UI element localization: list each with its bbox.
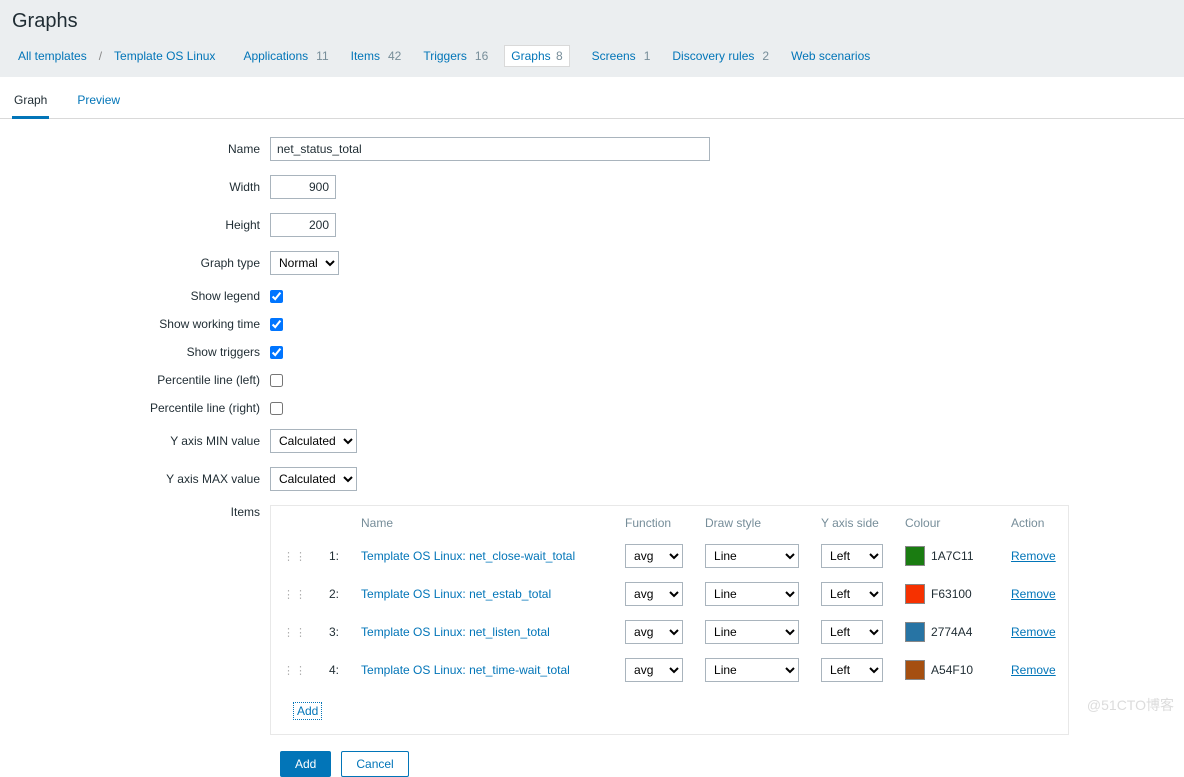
table-row: ⋮⋮ 3: Template OS Linux: net_listen_total a… [273, 614, 1066, 650]
drag-handle-icon[interactable]: ⋮⋮ [283, 589, 307, 601]
nav-item-screens[interactable]: Screens1 [586, 49, 651, 63]
breadcrumb-nav: All templates / Template OS Linux Applic… [12, 45, 1172, 77]
row-index: 4: [319, 652, 349, 688]
label-name: Name [0, 142, 270, 156]
function-select[interactable]: avg [625, 658, 683, 682]
draw-style-select[interactable]: Line [705, 582, 799, 606]
draw-style-select[interactable]: Line [705, 658, 799, 682]
label-percentile-left: Percentile line (left) [0, 373, 270, 387]
colour-hex: 2774A4 [931, 625, 972, 639]
function-select[interactable]: avg [625, 620, 683, 644]
table-row: ⋮⋮ 4: Template OS Linux: net_time-wait_tot… [273, 652, 1066, 688]
item-name-link[interactable]: Template OS Linux: net_listen_total [361, 625, 550, 639]
col-y-side: Y axis side [811, 508, 893, 536]
watermark: @51CTO博客 [1087, 695, 1174, 715]
y-side-select[interactable]: Left [821, 582, 883, 606]
label-show-working-time: Show working time [0, 317, 270, 331]
percentile-left-checkbox[interactable] [270, 374, 283, 387]
colour-swatch[interactable] [905, 660, 925, 680]
label-y-max: Y axis MAX value [0, 472, 270, 486]
row-index: 3: [319, 614, 349, 650]
table-row: ⋮⋮ 1: Template OS Linux: net_close-wait_to… [273, 538, 1066, 574]
label-width: Width [0, 180, 270, 194]
remove-link[interactable]: Remove [1011, 549, 1056, 563]
percentile-right-checkbox[interactable] [270, 402, 283, 415]
add-item-link[interactable]: Add [293, 702, 322, 720]
draw-style-select[interactable]: Line [705, 544, 799, 568]
name-input[interactable] [270, 137, 710, 161]
nav-item-discovery[interactable]: Discovery rules2 [666, 49, 769, 63]
tab-graph[interactable]: Graph [12, 85, 49, 119]
add-button[interactable]: Add [280, 751, 331, 777]
show-triggers-checkbox[interactable] [270, 346, 283, 359]
drag-handle-icon[interactable]: ⋮⋮ [283, 665, 307, 677]
page-title: Graphs [12, 10, 1172, 33]
item-name-link[interactable]: Template OS Linux: net_close-wait_total [361, 549, 575, 563]
y-side-select[interactable]: Left [821, 544, 883, 568]
nav-template-name[interactable]: Template OS Linux [108, 45, 221, 67]
function-select[interactable]: avg [625, 544, 683, 568]
label-show-legend: Show legend [0, 289, 270, 303]
remove-link[interactable]: Remove [1011, 625, 1056, 639]
colour-swatch[interactable] [905, 546, 925, 566]
y-side-select[interactable]: Left [821, 620, 883, 644]
y-side-select[interactable]: Left [821, 658, 883, 682]
nav-item-applications[interactable]: Applications11 [237, 49, 328, 63]
tab-preview[interactable]: Preview [75, 85, 122, 118]
colour-hex: A54F10 [931, 663, 973, 677]
label-show-triggers: Show triggers [0, 345, 270, 359]
nav-item-graphs[interactable]: Graphs 8 [504, 45, 569, 67]
label-y-min: Y axis MIN value [0, 434, 270, 448]
item-name-link[interactable]: Template OS Linux: net_time-wait_total [361, 663, 570, 677]
colour-swatch[interactable] [905, 622, 925, 642]
label-percentile-right: Percentile line (right) [0, 401, 270, 415]
remove-link[interactable]: Remove [1011, 663, 1056, 677]
col-draw-style: Draw style [695, 508, 809, 536]
table-row: ⋮⋮ 2: Template OS Linux: net_estab_total av… [273, 576, 1066, 612]
col-name: Name [351, 508, 613, 536]
label-height: Height [0, 218, 270, 232]
nav-separator: / [99, 49, 102, 63]
label-items: Items [0, 505, 270, 519]
nav-item-triggers[interactable]: Triggers16 [417, 49, 488, 63]
nav-all-templates[interactable]: All templates [12, 45, 93, 67]
colour-swatch[interactable] [905, 584, 925, 604]
nav-item-items[interactable]: Items42 [345, 49, 402, 63]
label-graph-type: Graph type [0, 256, 270, 270]
items-table: Name Function Draw style Y axis side Col… [270, 505, 1069, 735]
col-action: Action [1001, 508, 1066, 536]
cancel-button[interactable]: Cancel [341, 751, 408, 777]
y-max-select[interactable]: Calculated [270, 467, 357, 491]
drag-handle-icon[interactable]: ⋮⋮ [283, 627, 307, 639]
show-legend-checkbox[interactable] [270, 290, 283, 303]
graph-type-select[interactable]: Normal [270, 251, 339, 275]
draw-style-select[interactable]: Line [705, 620, 799, 644]
row-index: 1: [319, 538, 349, 574]
tabs: Graph Preview [0, 85, 1184, 119]
col-function: Function [615, 508, 693, 536]
y-min-select[interactable]: Calculated [270, 429, 357, 453]
col-colour: Colour [895, 508, 999, 536]
height-input[interactable] [270, 213, 336, 237]
remove-link[interactable]: Remove [1011, 587, 1056, 601]
row-index: 2: [319, 576, 349, 612]
show-working-time-checkbox[interactable] [270, 318, 283, 331]
function-select[interactable]: avg [625, 582, 683, 606]
drag-handle-icon[interactable]: ⋮⋮ [283, 551, 307, 563]
width-input[interactable] [270, 175, 336, 199]
item-name-link[interactable]: Template OS Linux: net_estab_total [361, 587, 551, 601]
colour-hex: F63100 [931, 587, 972, 601]
nav-item-web-scenarios[interactable]: Web scenarios [785, 49, 876, 63]
colour-hex: 1A7C11 [931, 549, 973, 563]
